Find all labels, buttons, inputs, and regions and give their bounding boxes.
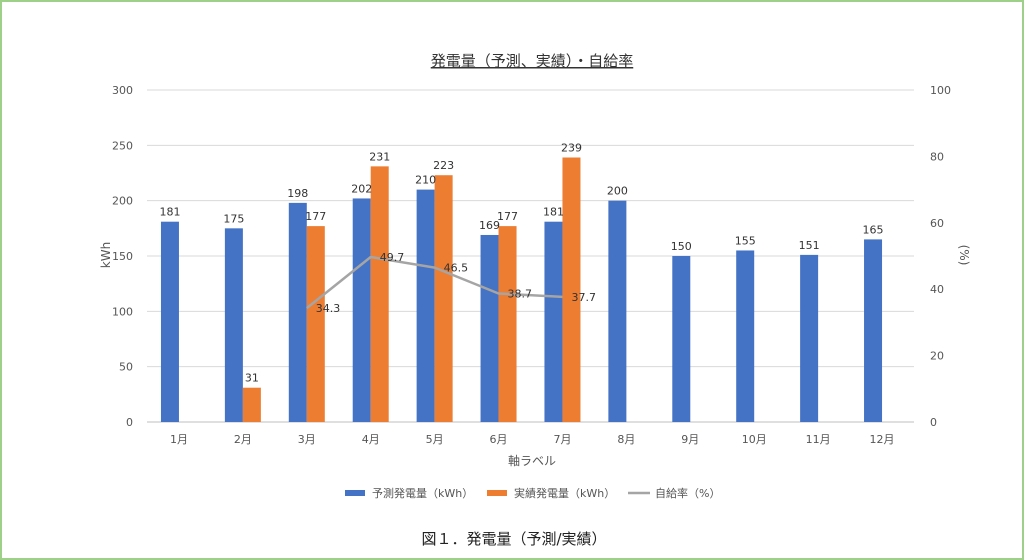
y-tick-label: 300 — [112, 84, 133, 97]
line-data-label: 38.7 — [508, 288, 532, 301]
y2-tick-label: 0 — [930, 416, 937, 429]
data-label: 200 — [607, 185, 628, 198]
y-tick-label: 0 — [126, 416, 133, 429]
data-label: 210 — [415, 174, 436, 187]
data-label: 169 — [479, 219, 500, 232]
axes: 0 50 100 150 200 250 300 0 20 40 60 80 100 1月 2月 3月 4月 5月… — [112, 84, 951, 446]
data-label: 181 — [543, 206, 564, 219]
y2-axis-label: (%) — [957, 245, 971, 266]
x-tick-label: 9月 — [681, 433, 699, 446]
y-axis-label: kWh — [99, 242, 113, 268]
line-data-label: 34.3 — [316, 302, 341, 315]
x-tick-label: 5月 — [426, 433, 444, 446]
data-label: 31 — [245, 372, 259, 385]
bar-forecast — [800, 254, 819, 422]
line-data-label: 37.7 — [571, 291, 596, 304]
legend-label: 予測発電量（kWh） — [372, 486, 473, 500]
legend-swatch — [487, 490, 507, 496]
bar-actual — [242, 387, 261, 422]
data-label: 151 — [799, 239, 820, 252]
legend-label: 実績発電量（kWh） — [514, 486, 615, 500]
y2-tick-label: 60 — [930, 217, 944, 230]
legend-label: 自給率（%） — [655, 486, 720, 500]
data-labels: 181 175 198 202 210 169 181 200 150 155 151 165 31 17… — [159, 142, 883, 385]
x-tick-label: 6月 — [490, 433, 508, 446]
data-label: 231 — [369, 150, 390, 163]
line-data-label: 46.5 — [444, 262, 469, 275]
data-label: 239 — [561, 142, 582, 155]
line-series — [306, 255, 563, 310]
gridlines — [147, 89, 914, 423]
data-label: 175 — [223, 212, 244, 225]
x-tick-label: 7月 — [553, 433, 571, 446]
bar-actual — [562, 157, 581, 423]
y2-tick-label: 80 — [930, 150, 944, 163]
data-label: 202 — [351, 182, 372, 195]
data-label: 223 — [433, 159, 454, 172]
y-tick-label: 200 — [112, 195, 133, 208]
y-tick-label: 250 — [112, 139, 133, 152]
y2-tick-label: 20 — [930, 350, 944, 363]
bar-actual — [434, 175, 453, 422]
x-tick-label: 10月 — [742, 433, 767, 446]
bar-forecast — [736, 250, 755, 422]
bar-forecast — [480, 234, 499, 422]
bar-actual — [306, 226, 325, 422]
bar-actual — [370, 166, 389, 422]
legend: 予測発電量（kWh） 実績発電量（kWh） 自給率（%） — [345, 486, 720, 500]
bars — [160, 157, 883, 423]
x-axis-label: 軸ラベル — [508, 454, 556, 468]
bar-forecast — [416, 189, 435, 422]
data-label: 150 — [671, 240, 692, 253]
bar-forecast — [352, 198, 371, 422]
chart: 0 50 100 150 200 250 300 0 20 40 60 80 100 1月 2月 3月 4月 5月… — [99, 52, 971, 500]
x-tick-label: 4月 — [362, 433, 380, 446]
legend-swatch — [345, 490, 365, 496]
data-label: 181 — [159, 206, 180, 219]
x-tick-label: 3月 — [298, 433, 316, 446]
line-data-label: 49.7 — [380, 251, 405, 264]
figure-caption: 図１．発電量（予測/実績） — [421, 530, 607, 548]
x-tick-label: 11月 — [806, 433, 831, 446]
bar-forecast — [672, 256, 691, 422]
bar-forecast — [224, 228, 243, 422]
x-tick-label: 1月 — [170, 433, 188, 446]
chart-title: 発電量（予測、実績）・自給率 — [431, 52, 634, 70]
data-label: 177 — [497, 210, 518, 223]
data-label: 177 — [305, 210, 326, 223]
y-tick-label: 100 — [112, 305, 133, 318]
y-tick-label: 150 — [112, 250, 133, 263]
x-tick-label: 8月 — [617, 433, 635, 446]
bar-forecast — [160, 221, 179, 422]
bar-forecast — [608, 200, 627, 422]
bar-actual — [498, 226, 517, 422]
bar-forecast — [544, 221, 563, 422]
y2-tick-label: 100 — [930, 84, 951, 97]
line-self-sufficiency — [306, 255, 563, 310]
y2-tick-label: 40 — [930, 283, 944, 296]
x-tick-label: 12月 — [870, 433, 895, 446]
x-tick-label: 2月 — [234, 433, 252, 446]
data-label: 198 — [287, 187, 308, 200]
data-label: 165 — [863, 223, 884, 236]
y-tick-label: 50 — [119, 361, 133, 374]
bar-forecast — [864, 239, 883, 422]
data-label: 155 — [735, 234, 756, 247]
bar-forecast — [288, 202, 307, 422]
